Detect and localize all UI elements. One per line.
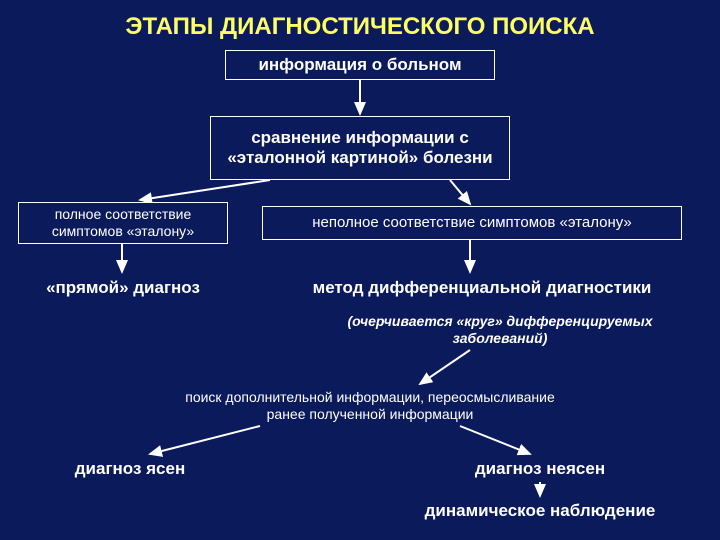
node-n_dynamic: динамическое наблюдение [370,498,710,524]
node-n_direct: «прямой» диагноз [18,274,228,302]
arrow [140,180,270,200]
flowchart-stage: ЭТАПЫ ДИАГНОСТИЧЕСКОГО ПОИСКА информация… [0,0,720,540]
node-n_diffmeth: метод дифференциальной диагностики [262,274,702,302]
slide-title: ЭТАПЫ ДИАГНОСТИЧЕСКОГО ПОИСКА [0,10,720,44]
arrow [150,426,260,454]
arrow [460,426,530,454]
arrow [420,350,470,384]
node-n_clear: диагноз ясен [30,456,230,482]
node-n_full: полное соответствие симптомов «эталону» [18,202,228,244]
node-n_search: поиск дополнительной информации, переосм… [170,386,570,426]
node-n_circle: (очерчивается «круг» дифференцируемых за… [300,310,700,350]
node-n_info: информация о больном [225,50,495,80]
node-n_compare: сравнение информации с «эталонной картин… [210,116,510,180]
node-n_partial: неполное соответствие симптомов «эталону… [262,206,682,240]
node-n_unclear: диагноз неясен [410,456,670,482]
arrow [450,180,470,204]
